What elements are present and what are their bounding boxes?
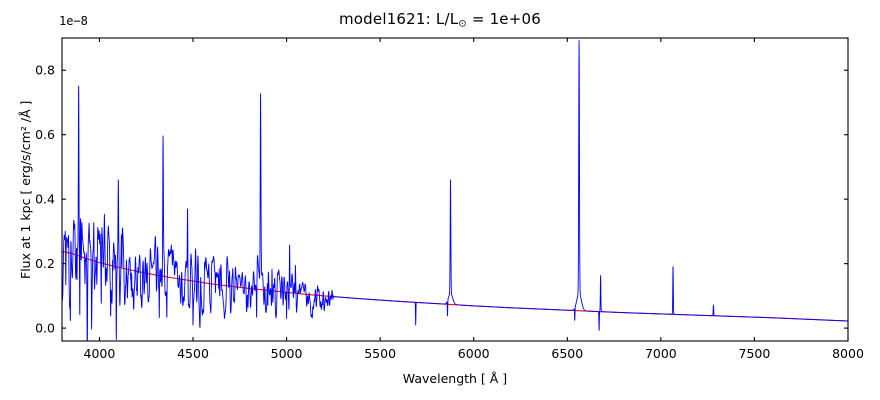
y-tick-label: 0.4 [35,192,55,207]
x-tick-label: 7000 [645,346,677,361]
spectrum-line [61,40,849,342]
plot-title-main: model1621: L/L [338,10,459,28]
x-tick-label: 6500 [551,346,583,361]
axes-frame [61,37,849,342]
x-tick-label: 7500 [739,346,771,361]
y-tick-label: 0.6 [35,127,55,142]
y-tick-label: 0.2 [35,256,55,271]
x-tick-label: 4500 [177,346,209,361]
x-tick-label: 5000 [271,346,303,361]
data-group [61,40,849,342]
x-tick-label: 8000 [832,346,864,361]
y-tick-label: 0.0 [35,321,55,336]
y-axis-offset-label: 1e−8 [59,14,88,28]
x-axis-label: Wavelength [ Å ] [402,371,508,386]
tick-group: 4000 4500 5000 5500 6000 6500 7000 7500 8000 0.0 0… [35,38,864,361]
x-tick-label: 4000 [84,346,116,361]
sun-symbol: ⊙ [458,18,467,30]
plot-title-tail: = 1e+06 [466,10,541,28]
x-tick-label: 6000 [458,346,490,361]
x-tick-label: 5500 [364,346,396,361]
y-tick-label: 0.8 [35,63,55,78]
plot-title: model1621: L/L⊙ = 1e+06 [0,10,880,30]
